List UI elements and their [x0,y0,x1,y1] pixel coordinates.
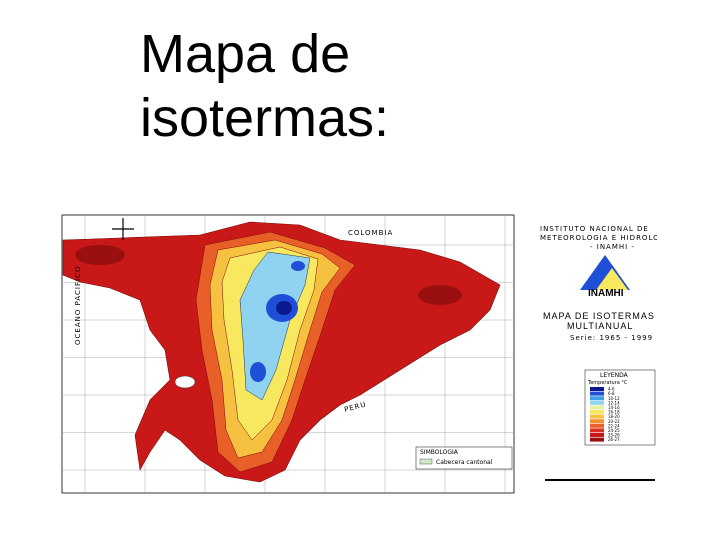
region-very-cold [291,261,305,271]
symbology-title: SIMBOLOGIA [420,449,459,456]
gulf [174,375,196,389]
institution-line: INSTITUTO NACIONAL DE [540,225,649,233]
legend-label: 14-16 [608,405,620,410]
map-title-line: MULTIANUAL [567,321,633,331]
legend-swatch [590,437,604,442]
legend-swatch [590,410,604,414]
legend-label: 25-26 [608,433,620,438]
symbology-item: Cabecera cantonal [436,459,493,466]
region-hot [418,285,462,305]
legend-label: 6-8 [608,391,615,396]
legend-swatch [590,433,604,437]
region-very-cold [250,362,266,382]
legend-label: 4-6 [608,387,615,392]
legend-title: LEYENDA [600,372,629,379]
institution-line: METEOROLOGIA E HIDROLOGIA [540,234,675,242]
north-arrow [112,218,134,240]
logo-mark [596,268,628,290]
label-north: COLOMBIA [348,229,393,237]
symbology-swatch [419,458,433,465]
symbology-box [415,446,513,470]
slide-title: Mapa de isotermas: [140,24,390,148]
legend-label: 10-12 [608,396,620,401]
label-ocean: OCEANO PACIFICO [74,266,82,345]
region-coldest [276,301,292,315]
legend-swatch [590,423,604,428]
logo-text: INAMHI [588,288,624,299]
legend-items: 4-66-810-1212-1414-1616-1818-2020-2222-2… [590,387,620,442]
legend-label: 24-25 [608,428,620,433]
legend-label: 12-14 [608,400,620,405]
legend-swatch [590,419,604,424]
legend-subtitle: Temperatura °C [587,380,628,386]
legend-label: 26-27 [608,437,620,442]
legend-label: 16-18 [608,410,620,415]
legend-swatch [590,400,604,405]
legend-swatch [590,391,604,396]
legend-swatch [590,414,604,419]
map-series: Serie: 1965 - 1999 [570,334,653,342]
legend-swatch [590,396,604,401]
legend-label: 22-24 [608,423,620,428]
map-title-line: MAPA DE ISOTERMAS [543,311,655,321]
legend-label: 20-22 [608,419,620,424]
map-image: COLOMBIA OCEANO PACIFICO PERU SIMBOLOGIA… [37,208,675,500]
region-hot [75,245,125,265]
legend-swatch [590,405,604,410]
legend-swatch [590,387,604,391]
legend-label: 18-20 [608,414,620,419]
institution-line: - INAMHI - [590,243,635,251]
legend-swatch [590,428,604,433]
